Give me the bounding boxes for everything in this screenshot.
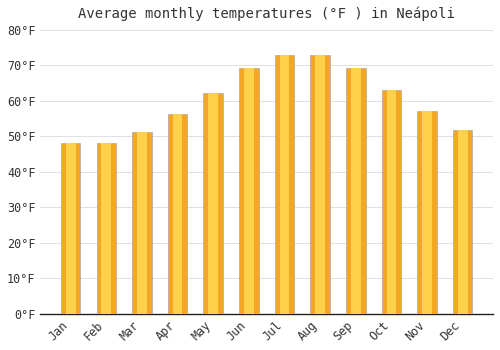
Bar: [132, 132, 152, 314]
Bar: [346, 68, 366, 314]
Bar: [102, 142, 111, 314]
Bar: [453, 130, 472, 314]
Bar: [168, 114, 188, 314]
Bar: [280, 55, 289, 314]
Bar: [137, 132, 147, 314]
Bar: [61, 142, 80, 314]
Bar: [386, 90, 396, 314]
Bar: [204, 93, 223, 314]
Bar: [422, 111, 432, 314]
Bar: [382, 90, 401, 314]
Bar: [310, 55, 330, 314]
Bar: [208, 93, 218, 314]
Bar: [274, 55, 294, 314]
Bar: [96, 142, 116, 314]
Bar: [458, 130, 468, 314]
Bar: [244, 68, 254, 314]
Bar: [239, 68, 258, 314]
Bar: [351, 68, 360, 314]
Title: Average monthly temperatures (°F ) in Neápoli: Average monthly temperatures (°F ) in Ne…: [78, 7, 455, 21]
Bar: [172, 114, 182, 314]
Bar: [315, 55, 325, 314]
Bar: [417, 111, 437, 314]
Bar: [66, 142, 76, 314]
